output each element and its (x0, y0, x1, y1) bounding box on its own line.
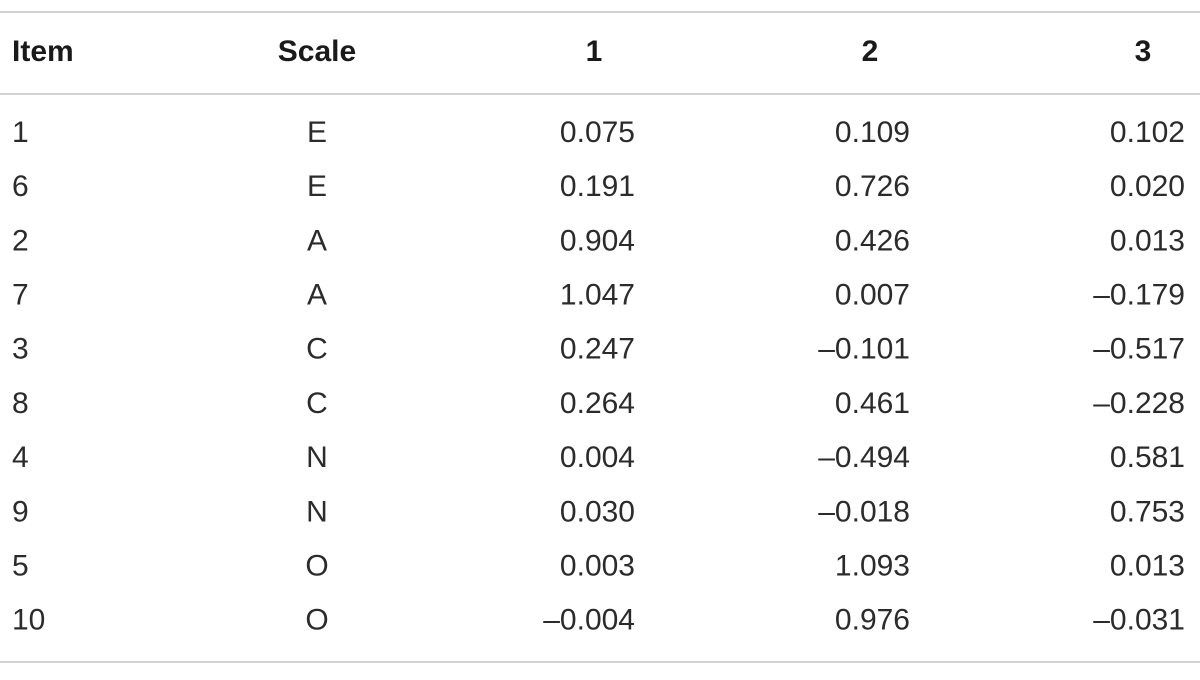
table-cell: 0.191 (560, 170, 635, 203)
table-cell: 0.030 (560, 495, 635, 528)
table-cell: 0.109 (835, 116, 910, 149)
table-cell: 7 (12, 279, 29, 312)
table-cell: O (305, 604, 328, 637)
header-cell: 2 (862, 35, 879, 68)
table-cell: 0.102 (1110, 116, 1185, 149)
table-cell: –0.018 (818, 495, 910, 528)
table-cell: N (306, 495, 328, 528)
table-cell: 0.007 (835, 279, 910, 312)
table-cell: 0.013 (1110, 550, 1185, 583)
table-cell: C (306, 387, 328, 420)
table-cell: 0.247 (560, 333, 635, 366)
table-cell: N (306, 441, 328, 474)
table-cell: 0.461 (835, 387, 910, 420)
table-cell: 1 (12, 116, 29, 149)
table-cell: –0.494 (818, 441, 910, 474)
table-cell: 9 (12, 495, 29, 528)
table-cell: 6 (12, 170, 29, 203)
table-cell: –0.179 (1093, 279, 1185, 312)
table-cell: 8 (12, 387, 29, 420)
table-cell: 1.047 (560, 279, 635, 312)
header-cell: 1 (586, 35, 603, 68)
table-cell: 0.726 (835, 170, 910, 203)
table-cell: –0.517 (1093, 333, 1185, 366)
header-cell: Scale (278, 35, 356, 68)
table-cell: 4 (12, 441, 29, 474)
table-cell: E (307, 170, 327, 203)
table-cell: C (306, 333, 328, 366)
table-cell: 10 (12, 604, 45, 637)
table-cell: 0.904 (560, 224, 635, 257)
table-cell: 1.093 (835, 550, 910, 583)
table-cell: O (305, 550, 328, 583)
table-cell: 0.426 (835, 224, 910, 257)
table-cell: 0.753 (1110, 495, 1185, 528)
table-cell: –0.004 (543, 604, 635, 637)
table-cell: 0.581 (1110, 441, 1185, 474)
table-cell: E (307, 116, 327, 149)
table-cell: 0.020 (1110, 170, 1185, 203)
table-cell: 0.264 (560, 387, 635, 420)
table-cell: 0.004 (560, 441, 635, 474)
table-cell: 0.013 (1110, 224, 1185, 257)
table-cell: –0.031 (1093, 604, 1185, 637)
table-cell: 5 (12, 550, 29, 583)
table-cell: –0.228 (1093, 387, 1185, 420)
table-cell: 3 (12, 333, 29, 366)
table-cell: A (307, 224, 327, 257)
table-cell: 2 (12, 224, 29, 257)
table-cell: 0.976 (835, 604, 910, 637)
header-cell: Item (12, 35, 74, 68)
table-cell: –0.101 (818, 333, 910, 366)
table-cell: 0.003 (560, 550, 635, 583)
header-cell: 3 (1135, 35, 1152, 68)
table-cell: A (307, 279, 327, 312)
table-cell: 0.075 (560, 116, 635, 149)
